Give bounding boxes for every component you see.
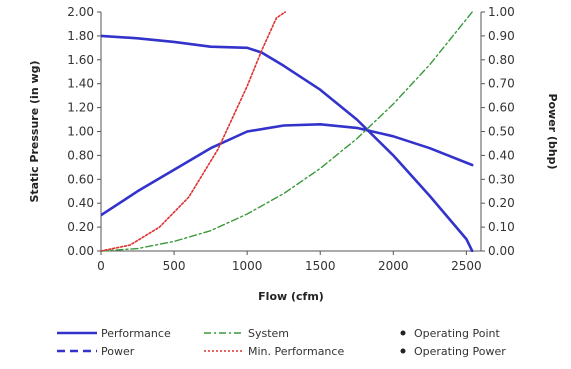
y-axis-left-title: Static Pressure (in wg) [28,60,41,202]
y-right-tick-label: 0.00 [488,244,515,258]
legend-label-operating-power: Operating Power [414,345,506,358]
y-left-tick-label: 0.60 [67,172,94,186]
y-right-tick-label: 0.10 [488,220,515,234]
y-right-tick-label: 0.90 [488,29,515,43]
legend-marker-operating-power [400,348,406,354]
legend-label-operating-point: Operating Point [414,327,500,340]
y-right-tick-label: 0.40 [488,148,515,162]
y-left-tick-label: 1.40 [67,77,94,91]
x-tick-label: 1000 [232,259,263,273]
series-line-system [101,11,473,252]
x-tick-label: 2500 [451,259,482,273]
y-left-tick-label: 1.80 [67,29,94,43]
y-right-tick-label: 0.70 [488,77,515,91]
x-tick-label: 2000 [378,259,409,273]
y-right-tick-label: 0.50 [488,125,515,139]
y-left-tick-label: 0.80 [67,148,94,162]
y-left-tick-label: 0.40 [67,196,94,210]
x-tick-label: 0 [97,259,105,273]
y-right-tick-label: 1.00 [488,5,515,19]
y-left-tick-label: 1.00 [67,125,94,139]
legend-label-min-performance: Min. Performance [248,345,344,358]
series-line-performance [101,34,474,252]
legend-label-performance: Performance [101,327,171,340]
series-line-power [101,123,474,217]
x-tick-label: 500 [163,259,186,273]
legend-marker-operating-point [400,330,406,336]
y-left-tick-label: 2.00 [67,5,94,19]
y-axis-right-title: Power (bhp) [546,93,559,169]
series-line-min-performance [101,11,287,252]
y-right-tick-label: 0.30 [488,172,515,186]
y-right-tick-label: 0.80 [488,53,515,67]
x-tick-label: 1500 [305,259,336,273]
y-left-tick-label: 1.20 [67,101,94,115]
y-left-tick-label: 0.00 [67,244,94,258]
y-left-tick-label: 0.20 [67,220,94,234]
y-left-tick-label: 1.60 [67,53,94,67]
y-right-tick-label: 0.20 [488,196,515,210]
x-axis-title: Flow (cfm) [258,290,324,303]
legend-label-system: System [248,327,289,340]
y-right-tick-label: 0.60 [488,101,515,115]
legend-label-power: Power [101,345,135,358]
